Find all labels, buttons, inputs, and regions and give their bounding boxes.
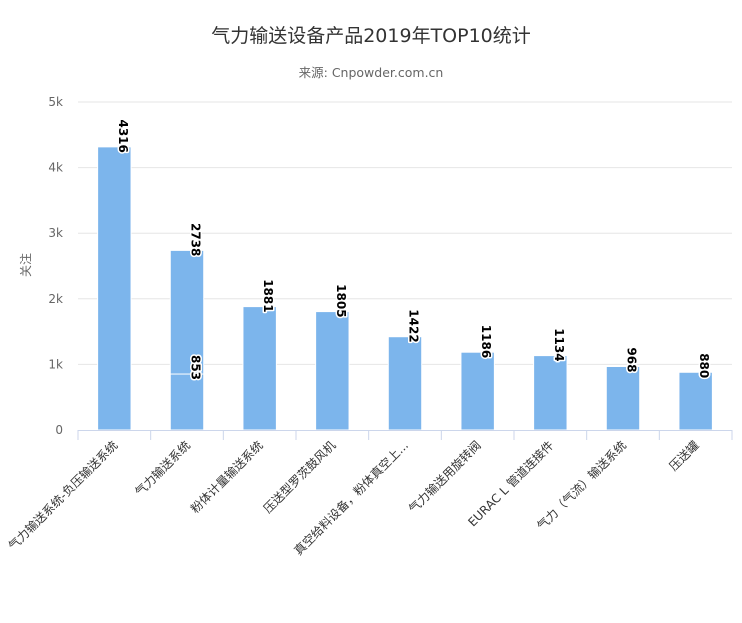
y-tick-label: 1k bbox=[48, 357, 63, 371]
x-axis bbox=[77, 430, 733, 440]
data-label: 2738 bbox=[189, 223, 203, 256]
y-tick-label: 5k bbox=[48, 95, 63, 109]
bar bbox=[242, 306, 277, 431]
data-label: 1186 bbox=[479, 325, 493, 358]
x-tick-label: 气力输送系统-负压输送系统 bbox=[5, 438, 121, 554]
data-label: 1881 bbox=[261, 279, 275, 312]
data-label: 4316 bbox=[116, 119, 130, 152]
bar bbox=[315, 311, 350, 431]
x-tick-label: 气力输送用旋转阀 bbox=[405, 438, 483, 516]
bar bbox=[387, 336, 423, 431]
bar bbox=[97, 146, 132, 431]
chart-title: 气力输送设备产品2019年TOP10统计 bbox=[211, 25, 531, 47]
y-tick-label: 3k bbox=[48, 226, 63, 240]
y-axis-label: 关注 bbox=[18, 253, 33, 277]
data-label: 853 bbox=[189, 355, 203, 380]
y-tick-label: 0 bbox=[55, 423, 63, 437]
data-label: 1134 bbox=[552, 328, 566, 361]
bars bbox=[97, 146, 713, 431]
x-tick-label: 压送型罗茨鼓风机 bbox=[260, 438, 338, 516]
bar bbox=[460, 351, 495, 431]
y-axis-ticks: 0 1k 2k 3k 4k 5k bbox=[48, 95, 63, 437]
data-label: 968 bbox=[625, 347, 639, 372]
category-labels: 气力输送系统-负压输送系统 气力输送系统粉体计量输送系统压送型罗茨鼓风机真空给料设… bbox=[5, 438, 702, 559]
bar bbox=[533, 355, 568, 431]
y-tick-label: 4k bbox=[48, 161, 63, 175]
bar bbox=[605, 365, 641, 431]
bar bbox=[169, 373, 205, 431]
x-tick-label: 压送罐 bbox=[666, 438, 702, 474]
data-label: 1422 bbox=[407, 309, 421, 342]
x-tick-label: 气力输送系统 bbox=[132, 438, 194, 500]
data-labels: 4316 2738 1881 1805 1422 1186 1134 968 880 853 bbox=[114, 118, 712, 382]
data-label: 1805 bbox=[334, 284, 348, 317]
y-tick-label: 2k bbox=[48, 292, 63, 306]
bar bbox=[678, 371, 713, 431]
x-tick-label: 粉体计量输送系统 bbox=[187, 438, 265, 516]
chart-subtitle: 来源: Cnpowder.com.cn bbox=[299, 65, 444, 80]
data-label: 880 bbox=[697, 353, 711, 378]
